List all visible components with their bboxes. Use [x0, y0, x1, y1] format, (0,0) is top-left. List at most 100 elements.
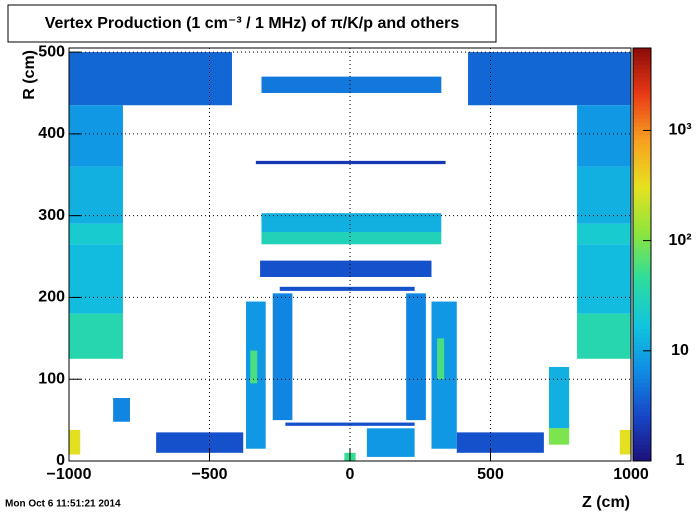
palette-step [633, 85, 651, 90]
palette-step [633, 233, 651, 239]
palette-step [633, 176, 651, 181]
palette-step [633, 155, 651, 161]
y-tick-label: 100 [38, 370, 65, 387]
palette-step [633, 328, 651, 334]
heatmap-cell [156, 432, 244, 453]
palette-step [633, 337, 651, 342]
heatmap-cell [69, 166, 123, 224]
palette-step [633, 81, 651, 86]
x-tick-label: 500 [477, 466, 504, 483]
x-tick-label: 0 [346, 466, 355, 483]
palette-step [633, 192, 651, 198]
heatmap-cell [577, 166, 631, 224]
palette-step [633, 304, 651, 309]
palette-step [633, 262, 651, 268]
palette-step [633, 436, 651, 441]
heatmap-cell [113, 398, 130, 422]
palette-step [633, 287, 651, 293]
x-tick-label: 1000 [613, 466, 649, 483]
x-axis-title: Z (cm) [582, 494, 630, 511]
palette-step [633, 299, 651, 305]
palette-step [633, 72, 651, 78]
palette-step [633, 68, 651, 74]
palette-step [633, 283, 651, 289]
palette-step [633, 97, 651, 103]
plot-frame [68, 47, 632, 462]
palette-step [633, 353, 651, 359]
palette-step [633, 419, 651, 425]
palette-step [633, 411, 651, 417]
palette-step [633, 452, 651, 458]
palette-step [633, 275, 651, 280]
palette-step [633, 370, 651, 375]
heatmap-cell [261, 76, 442, 93]
palette-step [633, 378, 651, 384]
x-tick-label: −500 [191, 466, 227, 483]
palette-step [633, 444, 651, 450]
palette-step [633, 427, 651, 433]
palette-step [633, 118, 651, 123]
heatmap-cell [255, 160, 446, 165]
palette-step [633, 163, 651, 169]
palette-step [633, 101, 651, 107]
palette-step [633, 180, 651, 185]
palette-step [633, 126, 651, 132]
palette-step [633, 448, 651, 454]
heatmap-cell [619, 429, 631, 455]
heatmap-cell [548, 366, 570, 429]
heatmap-cell [406, 293, 426, 421]
heatmap-cell [260, 260, 432, 277]
palette-step [633, 114, 651, 119]
heatmap-cell [431, 301, 457, 449]
palette-step [633, 308, 651, 313]
palette-step [633, 188, 651, 194]
title-box [7, 4, 497, 43]
palette-step [633, 171, 651, 177]
heatmap-cell [548, 428, 570, 445]
palette-step [633, 130, 651, 136]
z-tick-label: 10² [668, 232, 691, 249]
heatmap-cell [261, 232, 442, 245]
z-tick-label: 10 [671, 342, 689, 359]
y-tick-label: 0 [56, 452, 65, 469]
palette-step [633, 217, 651, 222]
palette-step [633, 60, 651, 66]
palette-step [633, 48, 651, 53]
chart-title: Vertex Production (1 cm⁻³ / 1 MHz) of π/… [45, 15, 460, 32]
heatmap-cell [366, 428, 415, 457]
palette-step [633, 349, 651, 355]
palette-step [633, 332, 651, 338]
heatmap-cell [437, 338, 445, 380]
heatmap-cell [456, 432, 544, 453]
timestamp: Mon Oct 6 11:51:21 2014 [5, 499, 121, 510]
y-tick-label: 400 [38, 125, 65, 142]
palette-step [633, 134, 651, 140]
heatmap-cell [69, 429, 81, 455]
palette-step [633, 456, 651, 462]
y-tick-label: 500 [38, 43, 65, 60]
palette-step [633, 64, 651, 70]
palette-step [633, 312, 651, 317]
palette-step [633, 246, 651, 251]
palette-step [633, 109, 651, 115]
palette-step [633, 254, 651, 260]
palette-step [633, 366, 651, 371]
palette-step [633, 394, 651, 400]
palette-step [633, 184, 651, 189]
palette-step [633, 324, 651, 330]
palette-step [633, 386, 651, 392]
palette-step [633, 271, 651, 276]
palette-step [633, 138, 651, 144]
palette-step [633, 266, 651, 272]
palette-step [633, 279, 651, 284]
heatmap-cell [69, 52, 232, 106]
palette-step [633, 250, 651, 255]
y-tick-label: 200 [38, 289, 65, 306]
palette-step [633, 361, 651, 367]
palette-step [633, 242, 651, 247]
z-tick-label: 1 [676, 452, 685, 469]
palette-step [633, 147, 651, 152]
y-axis-title: R (cm) [21, 50, 38, 100]
palette-step [633, 258, 651, 264]
